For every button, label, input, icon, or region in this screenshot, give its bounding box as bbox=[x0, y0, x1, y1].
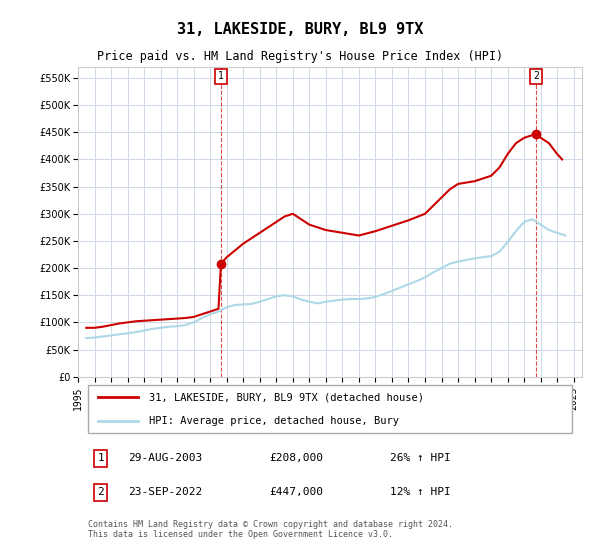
Text: 31, LAKESIDE, BURY, BL9 9TX (detached house): 31, LAKESIDE, BURY, BL9 9TX (detached ho… bbox=[149, 393, 424, 402]
Text: 2: 2 bbox=[97, 487, 104, 497]
Text: 1: 1 bbox=[218, 72, 224, 82]
Text: Contains HM Land Registry data © Crown copyright and database right 2024.
This d: Contains HM Land Registry data © Crown c… bbox=[88, 520, 453, 539]
Text: Price paid vs. HM Land Registry's House Price Index (HPI): Price paid vs. HM Land Registry's House … bbox=[97, 50, 503, 63]
FancyBboxPatch shape bbox=[88, 385, 572, 433]
Text: 12% ↑ HPI: 12% ↑ HPI bbox=[391, 487, 451, 497]
Text: 2: 2 bbox=[533, 72, 539, 82]
Text: £447,000: £447,000 bbox=[269, 487, 323, 497]
Text: 31, LAKESIDE, BURY, BL9 9TX: 31, LAKESIDE, BURY, BL9 9TX bbox=[177, 22, 423, 38]
Text: HPI: Average price, detached house, Bury: HPI: Average price, detached house, Bury bbox=[149, 416, 398, 426]
Text: 1: 1 bbox=[97, 454, 104, 463]
Text: 29-AUG-2003: 29-AUG-2003 bbox=[128, 454, 203, 463]
Text: 26% ↑ HPI: 26% ↑ HPI bbox=[391, 454, 451, 463]
Text: 23-SEP-2022: 23-SEP-2022 bbox=[128, 487, 203, 497]
Text: £208,000: £208,000 bbox=[269, 454, 323, 463]
